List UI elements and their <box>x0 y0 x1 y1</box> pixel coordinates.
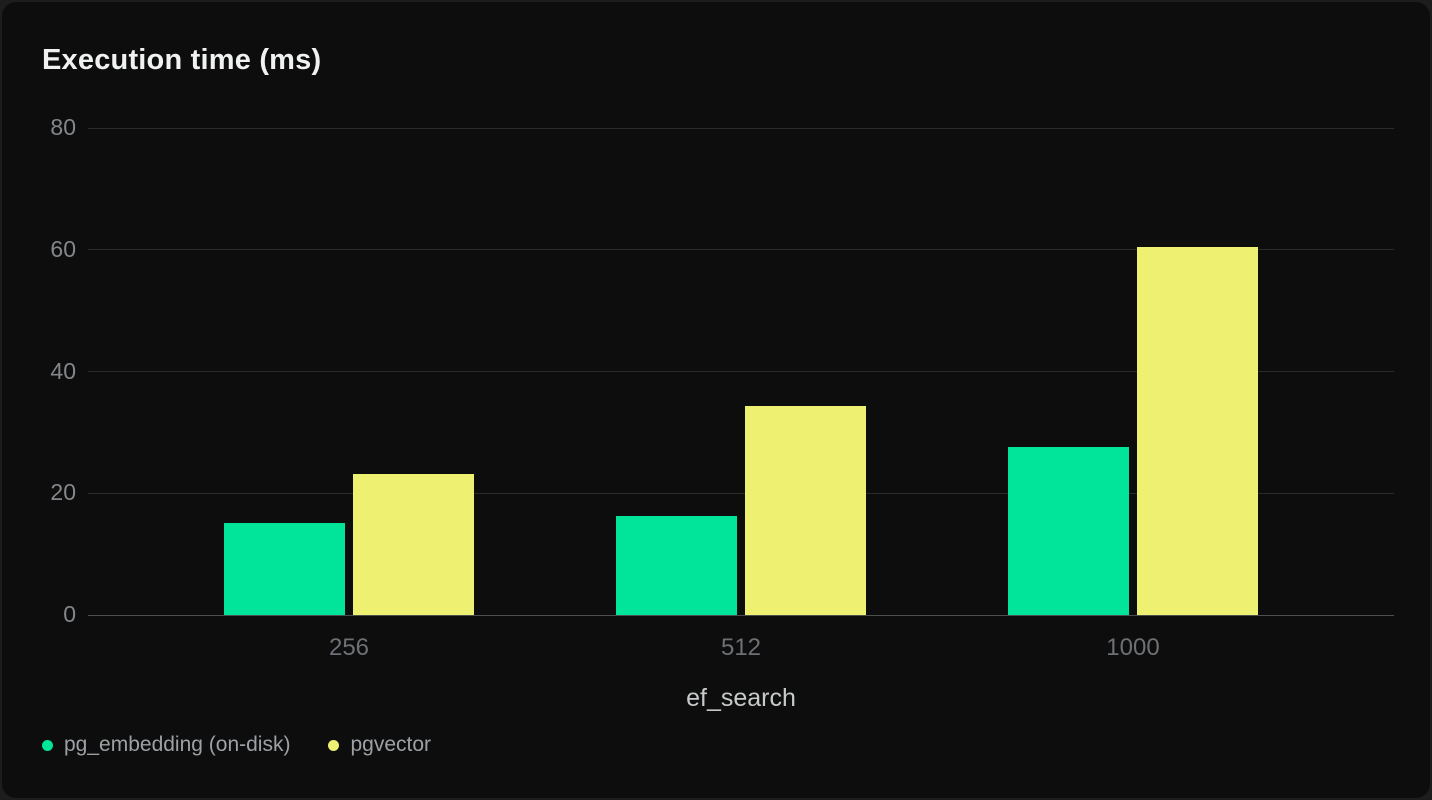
legend-dot-icon <box>42 739 53 751</box>
legend-label: pg_embedding (on-disk) <box>64 733 291 756</box>
y-tick-label: 20 <box>50 479 76 506</box>
gridline <box>88 492 1394 494</box>
bar-pgvector-1000[interactable] <box>1137 246 1258 615</box>
gridline <box>88 249 1394 251</box>
gridline <box>88 127 1394 129</box>
legend-dot-icon <box>328 739 340 751</box>
x-axis-baseline <box>88 614 1394 616</box>
x-tick-label: 512 <box>720 634 762 661</box>
x-tick-label: 1000 <box>1106 634 1160 661</box>
y-tick-label: 80 <box>50 114 76 140</box>
bar-pg-embedding-on-disk-512[interactable] <box>616 516 737 615</box>
chart-title: Execution time (ms) <box>42 44 322 76</box>
legend-item-pgvector[interactable]: pgvector <box>328 733 431 757</box>
bar-pg-embedding-on-disk-256[interactable] <box>224 523 345 615</box>
y-tick-label: 60 <box>50 235 76 262</box>
bar-pgvector-512[interactable] <box>745 405 866 615</box>
x-axis-label: ef_search <box>686 684 796 712</box>
gridline <box>88 371 1394 372</box>
x-tick-label: 256 <box>328 634 370 661</box>
legend-item-pg-embedding-on-disk[interactable]: pg_embedding (on-disk) <box>42 733 290 757</box>
bar-pgvector-256[interactable] <box>353 473 474 615</box>
bar-pg-embedding-on-disk-1000[interactable] <box>1008 446 1129 615</box>
legend: pg_embedding (on-disk) pgvector <box>42 733 431 757</box>
y-tick-label: 0 <box>63 601 76 627</box>
y-tick-label: 40 <box>50 357 76 384</box>
legend-label: pgvector <box>350 733 432 756</box>
